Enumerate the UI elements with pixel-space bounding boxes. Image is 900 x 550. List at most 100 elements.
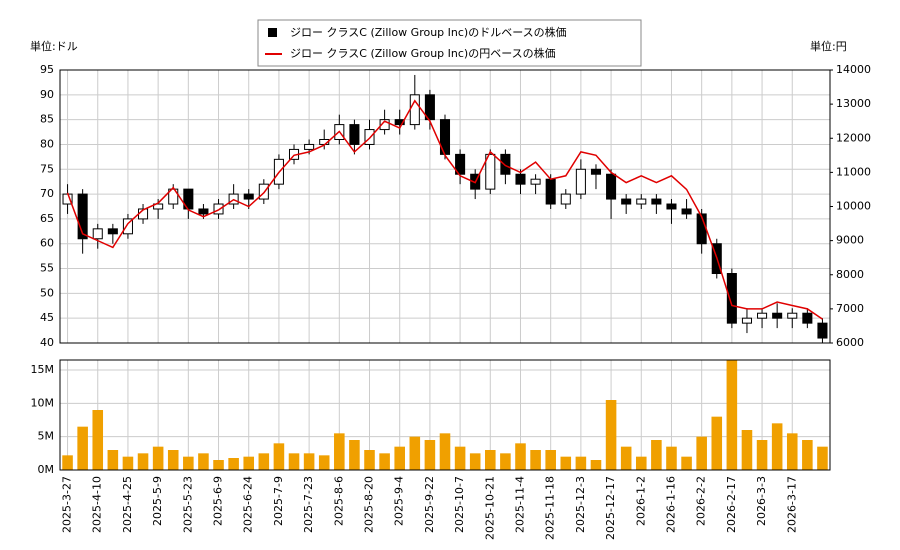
volume-bar xyxy=(560,456,572,470)
candle-body xyxy=(349,124,360,145)
x-tick-label: 2025-9-4 xyxy=(393,476,406,526)
volume-bar xyxy=(198,453,209,470)
y-tick-label: 60 xyxy=(40,237,54,250)
candle-body xyxy=(741,317,752,324)
y2-tick-label: 7000 xyxy=(836,302,864,315)
volume-bar xyxy=(786,433,798,470)
candle-body xyxy=(122,218,133,235)
x-tick-label: 2025-8-6 xyxy=(332,476,345,526)
candle-body xyxy=(757,312,768,319)
candle-body xyxy=(379,119,390,131)
candle-body xyxy=(198,208,209,215)
volume-bar xyxy=(273,443,285,470)
volume-bar xyxy=(243,456,255,470)
volume-bar xyxy=(439,433,451,470)
candle-body xyxy=(485,153,496,190)
volume-bar xyxy=(485,450,496,470)
x-tick-label: 2025-7-9 xyxy=(272,476,285,526)
x-tick-label: 2026-3-3 xyxy=(755,476,768,526)
legend-box xyxy=(257,19,642,67)
volume-bar xyxy=(77,426,88,470)
candle-body xyxy=(500,153,511,175)
y-tick-label: 40 xyxy=(40,336,54,349)
candle-body xyxy=(213,203,224,215)
y-tick-label: 65 xyxy=(40,212,54,225)
candle-body xyxy=(560,193,571,205)
volume-tick-label: 10M xyxy=(31,396,55,409)
x-tick-label: 2025-6-9 xyxy=(212,476,225,526)
x-tick-label: 2026-2-17 xyxy=(725,476,738,533)
volume-frame xyxy=(59,359,831,471)
candle-body xyxy=(817,322,828,339)
volume-bar xyxy=(152,446,164,470)
y2-tick-label: 14000 xyxy=(836,63,871,76)
volume-bar xyxy=(605,400,617,470)
x-tick-label: 2026-1-2 xyxy=(634,476,647,526)
price-line xyxy=(66,99,823,320)
volume-bar xyxy=(756,440,768,470)
legend-label: ジロー クラスC (Zillow Group Inc)の円ベースの株価 xyxy=(290,46,556,60)
volume-bar xyxy=(167,450,179,470)
y-tick-label: 75 xyxy=(40,162,54,175)
x-tick-label: 2026-1-16 xyxy=(664,476,677,533)
y2-unit: 単位:円 xyxy=(810,39,847,53)
x-tick-label: 2025-6-24 xyxy=(242,476,255,533)
x-tick-label: 2025-11-4 xyxy=(513,476,526,533)
x-tick-label: 2025-5-9 xyxy=(151,476,164,526)
x-tick-label: 2025-8-20 xyxy=(363,476,376,533)
candle-body xyxy=(515,173,526,185)
volume-bar xyxy=(379,453,390,470)
candle-body xyxy=(304,143,315,150)
y-tick-label: 70 xyxy=(40,187,54,200)
volume-bar xyxy=(771,423,783,470)
volume-bar xyxy=(575,456,587,470)
volume-bar xyxy=(681,456,692,470)
candle-body xyxy=(681,208,692,215)
y2-tick-label: 9000 xyxy=(836,234,864,247)
volume-bar xyxy=(394,446,405,470)
volume-bar xyxy=(635,456,647,470)
volume-bar xyxy=(454,446,466,470)
candle-body xyxy=(424,94,435,121)
volume-bar xyxy=(409,436,421,470)
volume-bar xyxy=(515,443,526,470)
candle-body xyxy=(107,228,118,235)
volume-bar xyxy=(334,433,345,470)
x-tick-label: 2026-3-17 xyxy=(785,476,798,533)
y-tick-label: 55 xyxy=(40,262,54,275)
volume-bar xyxy=(666,446,677,470)
candle-body xyxy=(364,129,375,145)
volume-bar xyxy=(122,456,134,470)
candle-body xyxy=(77,193,88,240)
x-tick-label: 2025-10-7 xyxy=(453,476,466,533)
candle-body xyxy=(802,312,813,324)
x-tick-label: 2025-9-22 xyxy=(423,476,436,533)
y2-tick-label: 6000 xyxy=(836,336,864,349)
y2-tick-label: 8000 xyxy=(836,268,864,281)
volume-bar xyxy=(651,440,662,470)
x-tick-label: 2025-3-27 xyxy=(61,476,74,533)
candle-body xyxy=(772,312,783,319)
volume-bar xyxy=(92,410,104,470)
volume-bar xyxy=(590,460,602,470)
volume-bar xyxy=(62,455,73,470)
candle-body xyxy=(409,94,420,126)
candle-body xyxy=(606,173,617,200)
x-tick-label: 2025-4-10 xyxy=(91,476,104,533)
volume-bar xyxy=(107,450,119,470)
candle-body xyxy=(92,228,103,240)
candle-body xyxy=(168,188,179,205)
y-tick-label: 85 xyxy=(40,113,54,126)
volume-bar xyxy=(500,453,511,470)
volume-bar xyxy=(288,453,300,470)
x-tick-label: 2025-12-3 xyxy=(574,476,587,533)
volume-bar xyxy=(137,453,149,470)
volume-bar xyxy=(620,446,632,470)
x-tick-label: 2025-5-23 xyxy=(181,476,194,533)
y2-tick-label: 11000 xyxy=(836,165,871,178)
candle-body xyxy=(590,168,602,175)
y-tick-label: 45 xyxy=(40,311,54,324)
x-tick-label: 2025-10-21 xyxy=(483,476,496,540)
candle-body xyxy=(575,168,586,195)
